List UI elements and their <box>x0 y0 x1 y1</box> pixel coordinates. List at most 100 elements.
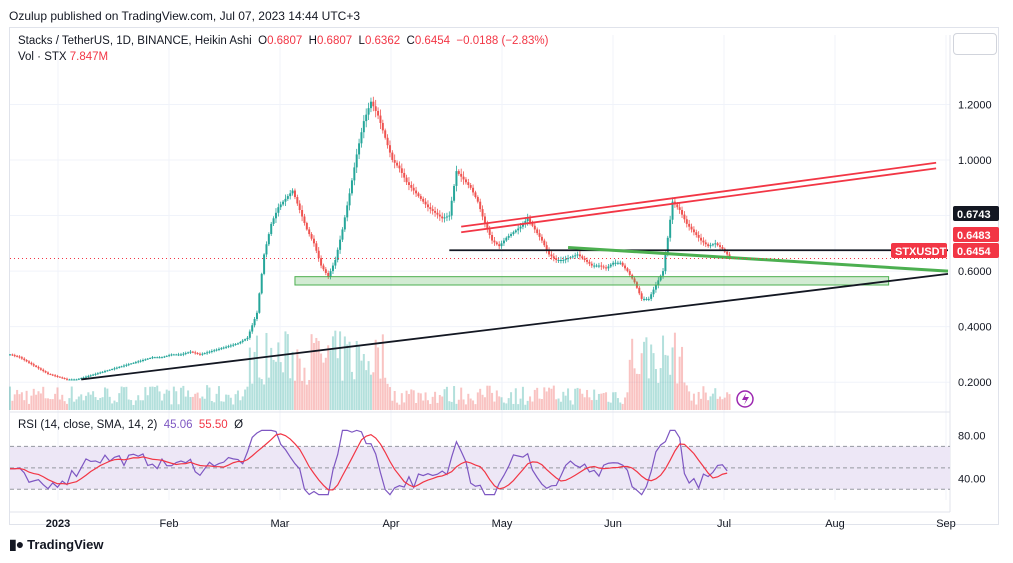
candle-body <box>602 266 605 268</box>
candle-body <box>355 154 358 168</box>
price-tag-bg <box>953 206 999 221</box>
time-tick-label: Apr <box>382 518 399 530</box>
volume-bar <box>671 347 674 410</box>
candle-body <box>666 237 669 255</box>
high-value: 0.6807 <box>316 35 353 47</box>
candle-body <box>614 262 617 264</box>
volume-bar <box>272 359 275 410</box>
volume-bar <box>576 387 579 410</box>
candle-body <box>422 198 425 202</box>
volume-bar <box>438 394 441 410</box>
volume-bar <box>303 367 306 410</box>
time-tick-label: May <box>492 518 513 530</box>
volume-bar <box>614 392 617 410</box>
candle-body <box>130 363 133 365</box>
scale-toggle-button[interactable] <box>953 33 997 55</box>
candle-body <box>75 379 78 381</box>
candle-body <box>671 201 674 220</box>
candle-body <box>25 360 28 362</box>
candle-body <box>664 254 667 272</box>
candle-body <box>229 345 232 347</box>
candle-body <box>707 244 710 247</box>
candle-body <box>146 358 149 360</box>
volume-bar <box>581 393 584 410</box>
candle-body <box>526 218 529 222</box>
long-term-support <box>81 272 949 381</box>
candle-body <box>559 260 562 261</box>
volume-bar <box>132 404 135 410</box>
candle-body <box>246 337 249 340</box>
volume-bar <box>469 398 472 410</box>
candle-body <box>512 232 515 235</box>
volume-bar <box>638 374 641 410</box>
rsi-label[interactable]: RSI (14, close, SMA, 14, 2) <box>18 419 158 431</box>
volume-bar <box>450 401 453 410</box>
candle-body <box>213 350 216 352</box>
volume-bar <box>63 401 66 410</box>
volume-bar <box>526 400 529 410</box>
volume-bar <box>236 390 239 410</box>
candle-body <box>709 245 712 247</box>
candle-body <box>206 352 209 354</box>
volume-bar <box>151 386 154 410</box>
candle-body <box>533 225 536 230</box>
volume-bar <box>258 377 261 410</box>
candle-body <box>317 250 320 259</box>
candle-body <box>54 375 57 377</box>
candle-body <box>464 179 467 183</box>
volume-bar <box>690 400 693 410</box>
candle-body <box>196 353 199 355</box>
price-tag-bg <box>953 243 999 258</box>
volume-bar <box>398 404 401 410</box>
candle-body <box>339 239 342 250</box>
volume-bar <box>194 393 197 410</box>
candle-body <box>529 218 532 223</box>
symbol-label[interactable]: Stacks / TetherUS, 1D, BINANCE, Heikin A… <box>18 35 252 47</box>
candle-body <box>189 351 192 353</box>
volume-bar <box>612 392 615 410</box>
volume-bar <box>9 386 11 410</box>
volume-bar <box>27 403 30 410</box>
candle-body <box>567 258 570 260</box>
tradingview-footer[interactable]: ▮● TradingView <box>9 536 104 553</box>
candle-body <box>369 101 372 109</box>
volume-bar <box>301 380 304 410</box>
candle-body <box>586 260 589 262</box>
volume-bar <box>118 393 121 410</box>
volume-bar <box>80 394 83 410</box>
volume-bar <box>426 400 429 410</box>
volume-bar <box>87 392 90 410</box>
volume-bar <box>491 392 494 410</box>
volume-bar <box>486 385 489 410</box>
volume-bar <box>704 392 707 410</box>
candle-body <box>255 312 258 320</box>
price-tick-label: 0.2000 <box>958 377 992 389</box>
candle-body <box>583 258 586 260</box>
volume-bar <box>144 387 147 410</box>
volume-bar <box>222 401 225 410</box>
volume-bar <box>403 402 406 410</box>
candle-body <box>270 223 273 235</box>
candle-body <box>301 210 304 217</box>
volume-bar <box>533 389 536 410</box>
candle-body <box>619 262 622 264</box>
volume-bar <box>550 388 553 410</box>
candle-body <box>32 364 35 366</box>
volume-bar <box>493 401 496 410</box>
volume-label[interactable]: Vol · STX <box>18 51 67 63</box>
price-tag-label: 0.6483 <box>957 230 991 242</box>
volume-bar <box>590 400 593 410</box>
volume-bar <box>407 394 410 410</box>
candle-body <box>253 319 256 326</box>
volume-bar <box>657 382 660 410</box>
volume-bar <box>286 334 289 410</box>
close-label: C <box>406 35 415 47</box>
candle-body <box>94 373 97 375</box>
volume-bar <box>559 401 562 410</box>
volume-bar <box>65 403 68 410</box>
volume-bar <box>381 334 384 410</box>
volume-bar <box>284 331 287 410</box>
candle-body <box>99 372 102 374</box>
candle-body <box>669 219 672 238</box>
